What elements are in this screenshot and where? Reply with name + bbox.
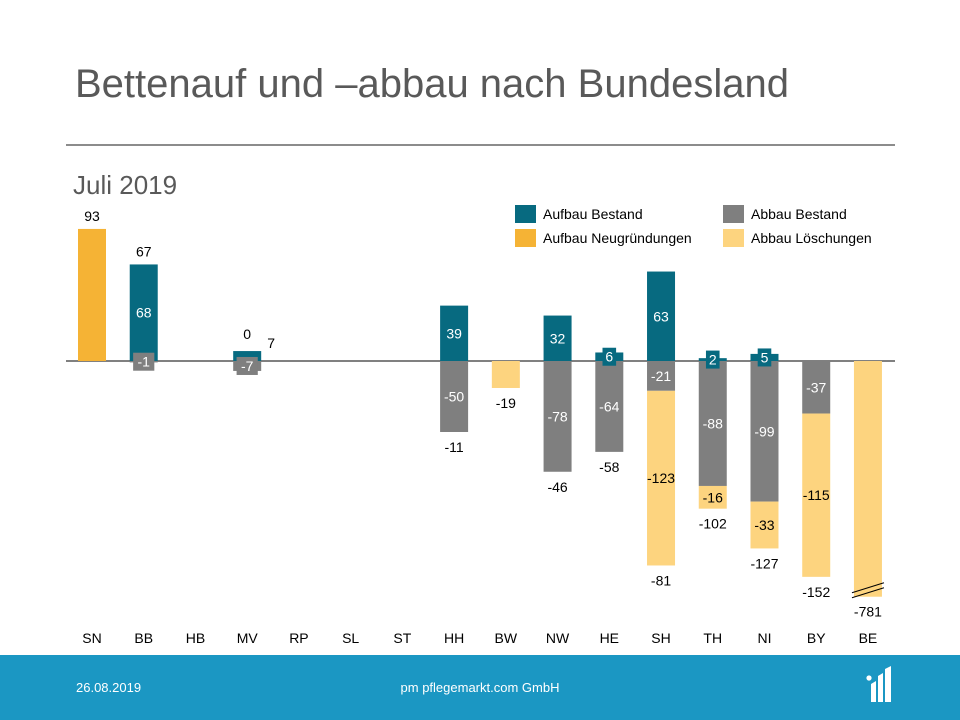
bar-abbau_bestand-BY — [802, 361, 831, 414]
axis-break-mark-lower — [851, 587, 885, 599]
segment-label-bg-BB-abbau_bestand — [133, 352, 155, 371]
category-label-BB: BB — [134, 630, 153, 646]
bar-abbau_loeschungen-NI — [750, 501, 779, 549]
segment-label-SH-abbau_loeschungen: -123 — [647, 470, 675, 486]
legend-label-abbau_loeschungen: Abbau Löschungen — [751, 230, 872, 246]
category-label-TH: TH — [703, 630, 722, 646]
legend-swatch-abbau_loeschungen — [723, 229, 744, 247]
category-label-BY: BY — [807, 630, 826, 646]
segment-label-BB-aufbau_bestand: 68 — [136, 305, 152, 321]
bar-abbau_bestand-SH — [647, 361, 676, 391]
footer-date: 26.08.2019 — [76, 680, 142, 695]
bar-aufbau_bestand-BB — [129, 264, 158, 361]
segment-label-SH-abbau_bestand: -21 — [651, 368, 671, 384]
segment-label-bg-HE-aufbau_bestand — [602, 347, 617, 366]
segment-label-SH-aufbau_bestand: 63 — [653, 308, 669, 324]
segment-label-TH-abbau_bestand: -88 — [703, 415, 723, 431]
segment-label-NI-abbau_bestand: -99 — [754, 423, 774, 439]
bar-abbau_loeschungen-BE — [853, 361, 882, 597]
legend-swatch-abbau_bestand — [723, 205, 744, 223]
category-label-RP: RP — [289, 630, 308, 646]
bar-abbau_loeschungen-BY — [802, 413, 831, 577]
bar-aufbau_bestand-NW — [543, 315, 572, 361]
total-label-BE: -781 — [854, 604, 882, 620]
category-label-BW: BW — [495, 630, 518, 646]
title-divider — [66, 144, 895, 146]
legend-swatch-aufbau_neugruendungen — [515, 229, 536, 247]
category-label-SL: SL — [342, 630, 359, 646]
category-label-SN: SN — [82, 630, 101, 646]
segment-label-bg-TH-aufbau_bestand — [705, 350, 720, 369]
category-label-HE: HE — [600, 630, 619, 646]
total-label-MV-pos: 7 — [267, 335, 275, 351]
bar-abbau_bestand-NI — [750, 361, 779, 502]
segment-label-NI-abbau_loeschungen: -33 — [754, 517, 774, 533]
segment-label-HH-abbau_bestand: -50 — [444, 389, 464, 405]
chart-subtitle: Juli 2019 — [73, 170, 178, 200]
bar-aufbau_bestand-HH — [440, 305, 469, 361]
total-label-BB: 67 — [136, 243, 152, 259]
category-label-BE: BE — [859, 630, 878, 646]
segment-label-BB-abbau_bestand: -1 — [138, 354, 151, 370]
segment-label-NI-aufbau_bestand: 5 — [761, 349, 769, 365]
segment-label-BY-abbau_loeschungen: -115 — [803, 487, 830, 503]
bar-abbau_bestand-HH — [440, 361, 469, 432]
segment-label-HH-aufbau_bestand: 39 — [446, 325, 462, 341]
total-label-MV: 0 — [243, 326, 251, 342]
segment-label-BY-abbau_bestand: -37 — [806, 379, 826, 395]
segment-label-bg-NI-aufbau_bestand — [757, 348, 772, 367]
category-label-NW: NW — [546, 630, 570, 646]
category-label-NI: NI — [757, 630, 771, 646]
segment-label-TH-abbau_loeschungen: -16 — [703, 489, 723, 505]
footer-company: pm pflegemarkt.com GmbH — [400, 680, 560, 695]
category-label-MV: MV — [237, 630, 259, 646]
axis-break-mark-upper — [851, 582, 885, 594]
total-label-TH: -102 — [699, 516, 727, 532]
company-logo-icon — [866, 666, 891, 702]
bar-chart: 68 -1 -7 39 -50 32 -78 6 -64 63 -123 -21 2 -88 -16 5 -99… — [66, 205, 895, 646]
bar-abbau_bestand-HE — [595, 361, 624, 452]
bar-abbau_bestand-NW — [543, 361, 572, 472]
category-label-HH: HH — [444, 630, 464, 646]
total-label-SH: -81 — [651, 572, 671, 588]
bar-aufbau_neugruendungen-SN — [78, 228, 106, 361]
legend-label-abbau_bestand: Abbau Bestand — [751, 206, 847, 222]
legend-label-aufbau_bestand: Aufbau Bestand — [543, 206, 643, 222]
segment-label-NW-abbau_bestand: -78 — [547, 408, 567, 424]
segment-label-NW-aufbau_bestand: 32 — [550, 330, 566, 346]
bar-aufbau_bestand-SH — [647, 271, 676, 361]
bar-abbau_bestand-TH — [698, 361, 727, 486]
category-label-HB: HB — [186, 630, 205, 646]
segment-label-TH-aufbau_bestand: 2 — [709, 352, 717, 368]
category-label-SH: SH — [651, 630, 670, 646]
segment-label-HE-abbau_bestand: -64 — [599, 398, 619, 414]
page-title: Bettenauf und –abbau nach Bundesland — [75, 62, 789, 106]
category-label-ST: ST — [393, 630, 411, 646]
bar-abbau_loeschungen-TH — [698, 485, 727, 509]
total-label-HE: -58 — [599, 459, 619, 475]
segment-label-HE-aufbau_bestand: 6 — [605, 349, 613, 365]
total-label-SN: 93 — [84, 208, 100, 224]
bar-abbau_loeschungen-SH — [647, 390, 676, 566]
total-label-BY: -152 — [802, 584, 830, 600]
legend-label-aufbau_neugruendungen: Aufbau Neugründungen — [543, 230, 692, 246]
footer-bar: 26.08.2019 pm pflegemarkt.com GmbH — [0, 655, 960, 720]
total-label-HH: -11 — [445, 439, 464, 455]
segment-label-MV-abbau_bestand: -7 — [241, 358, 254, 374]
bar-abbau_loeschungen-BW — [491, 361, 520, 388]
total-label-NI: -127 — [750, 555, 778, 571]
bar-aufbau_bestand-MV — [233, 351, 262, 361]
total-label-BW: -19 — [496, 395, 516, 411]
segment-label-bg-MV-abbau_bestand — [236, 356, 258, 375]
total-label-NW: -46 — [547, 479, 567, 495]
legend-swatch-aufbau_bestand — [515, 205, 536, 223]
